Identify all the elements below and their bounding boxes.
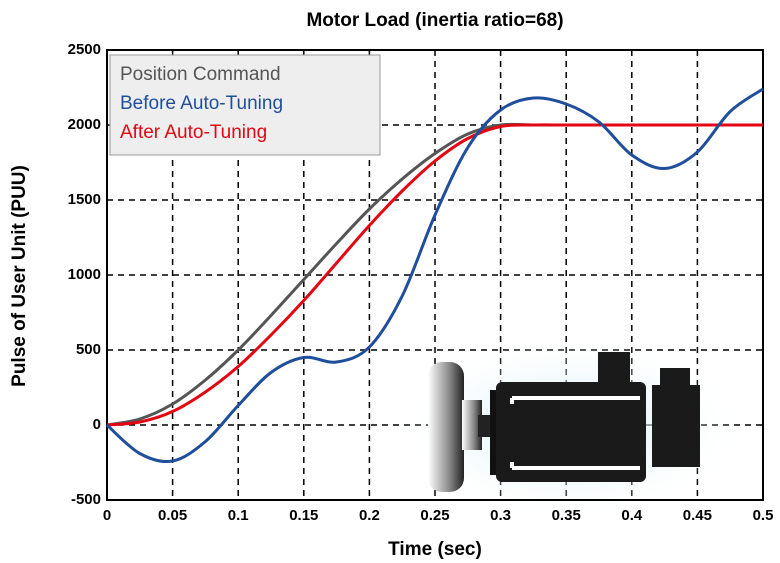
legend-entry: Before Auto-Tuning: [120, 93, 283, 114]
legend-entry: After Auto-Tuning: [120, 122, 267, 143]
y-tick-label: 0: [93, 416, 101, 433]
x-tick-label: 0: [103, 507, 111, 524]
x-tick-label: 0.45: [683, 507, 712, 524]
x-tick-label: 0.35: [552, 507, 581, 524]
y-tick-label: 1000: [68, 266, 101, 283]
legend-entry: Position Command: [120, 64, 281, 85]
plot-frame: [106, 49, 764, 501]
series-line: [106, 123, 763, 427]
x-tick-label: 0.15: [289, 507, 318, 524]
y-tick-label: 2000: [68, 116, 101, 133]
y-tick-label: 2500: [68, 41, 101, 58]
x-tick-label: 0.25: [420, 507, 449, 524]
motor-illustration: [400, 338, 740, 518]
legend-box: [109, 54, 381, 156]
x-tick-label: 0.4: [621, 507, 643, 524]
chart-title: Motor Load (inertia ratio=68): [306, 10, 563, 31]
y-tick-label: 500: [76, 341, 101, 358]
x-tick-label: 0.3: [490, 507, 511, 524]
y-tick-label: -500: [71, 491, 101, 508]
x-tick-label: 0.5: [753, 507, 774, 524]
x-tick-label: 0.1: [228, 507, 249, 524]
x-axis-label: Time (sec): [388, 539, 482, 560]
x-tick-label: 0.05: [158, 507, 187, 524]
series-line: [105, 87, 764, 464]
y-axis-label: Pulse of User Unit (PUU): [9, 165, 30, 387]
y-tick-label: 1500: [68, 191, 101, 208]
x-tick-label: 0.2: [359, 507, 380, 524]
